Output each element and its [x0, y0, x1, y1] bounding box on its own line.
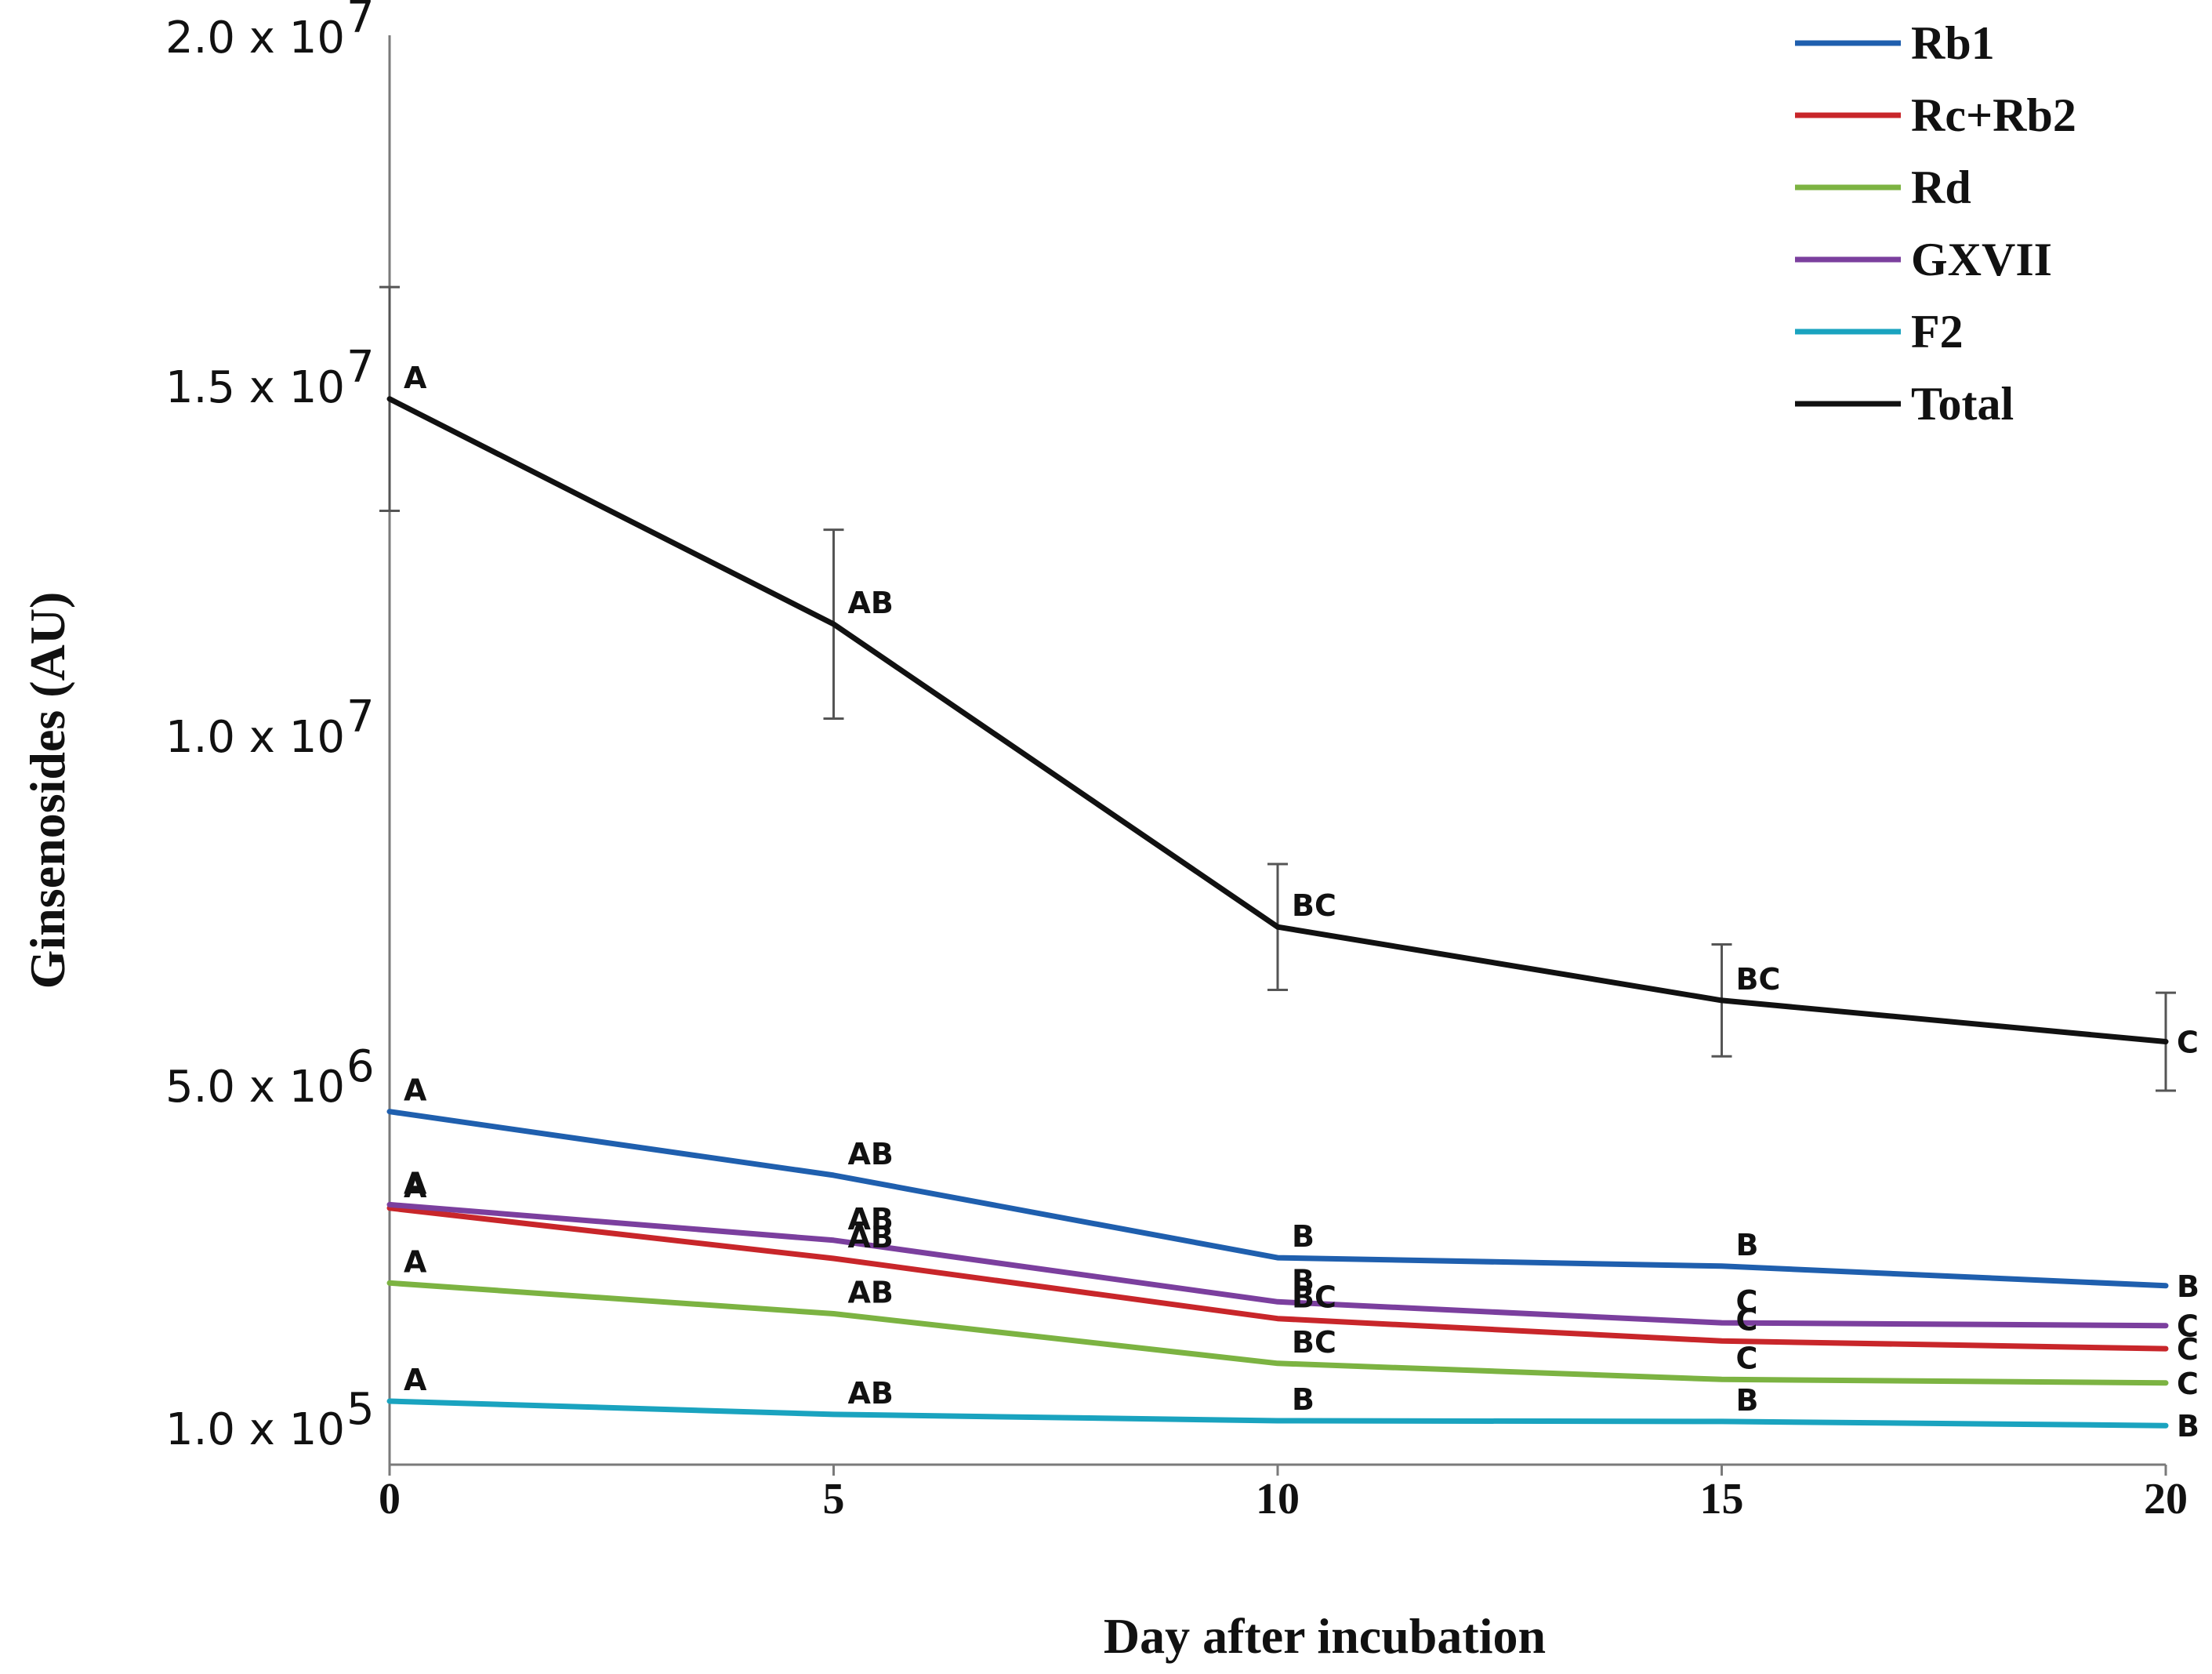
series-line-f2	[386, 1398, 2169, 1429]
significance-label: C	[2177, 1309, 2199, 1344]
significance-label: B	[2177, 1269, 2199, 1304]
significance-label: BC	[1736, 962, 1781, 997]
significance-label: B	[1736, 1383, 1759, 1418]
x-tick-label: 10	[1256, 1475, 1300, 1523]
y-tick-label: 1.0 x 10	[165, 712, 345, 763]
series-line-total	[386, 396, 2169, 1044]
y-tick-exponent: 7	[346, 342, 375, 393]
series-line-rd	[386, 1280, 2169, 1386]
y-tick-label: 5.0 x 10	[165, 1062, 345, 1113]
significance-label: B	[1292, 1219, 1315, 1254]
significance-label: A	[404, 1166, 427, 1200]
significance-label: AB	[848, 1202, 894, 1236]
legend-label: GXVII	[1911, 234, 2052, 285]
significance-label: A	[404, 1244, 427, 1279]
significance-label: A	[404, 1363, 427, 1397]
significance-label: C	[2177, 1367, 2199, 1401]
y-tick-label: 1.0 x 10	[165, 1404, 345, 1455]
y-axis-title: Ginsenosides (AU)	[20, 592, 75, 990]
series-line-gxvii	[386, 1201, 2169, 1329]
x-tick-label: 15	[1700, 1475, 1744, 1523]
significance-label: AB	[848, 586, 894, 620]
significance-label: BC	[1292, 1325, 1336, 1360]
significance-label: A	[404, 361, 427, 395]
significance-label: BC	[1292, 1280, 1336, 1315]
significance-label: B	[1292, 1263, 1315, 1298]
significance-label: C	[1736, 1284, 1758, 1319]
significance-label: C	[2177, 1332, 2199, 1367]
x-tick-label: 20	[2144, 1475, 2188, 1523]
x-axis-title: Day after incubation	[1104, 1608, 1546, 1664]
legend-label: Total	[1911, 378, 2014, 430]
significance-label: C	[2177, 1026, 2199, 1060]
legend-label: F2	[1911, 306, 1964, 358]
y-tick-exponent: 7	[346, 692, 375, 743]
series-lines	[386, 396, 2169, 1429]
significance-label: C	[1736, 1341, 1758, 1375]
axes	[388, 35, 2167, 1476]
error-bars	[379, 285, 2176, 1092]
significance-label: BC	[1292, 888, 1336, 923]
significance-label: C	[1736, 1302, 1758, 1337]
significance-label: B	[2177, 1409, 2199, 1443]
significance-label: A	[404, 1170, 427, 1204]
significance-label: AB	[848, 1137, 894, 1171]
significance-label: B	[1736, 1228, 1759, 1262]
legend-label: Rb1	[1911, 17, 1995, 69]
y-tick-exponent: 6	[346, 1041, 375, 1092]
legend: Rb1 Rc+Rb2 Rd GXVII F2 Total	[1795, 17, 2076, 430]
series-line-rc-rb2	[386, 1205, 2169, 1352]
tick-labels: 0 5 10 15 201.0 x 10 55.0 x 10 61.0 x 10 71.5 x…	[165, 0, 2188, 1523]
legend-label: Rd	[1911, 162, 1971, 213]
axis-titles: Day after incubation Ginsenosides (AU)	[20, 592, 1546, 1664]
significance-label: B	[1292, 1382, 1315, 1417]
legend-label: Rc+Rb2	[1911, 89, 2076, 141]
y-tick-exponent: 7	[346, 0, 375, 43]
significance-label: A	[404, 1073, 427, 1108]
significance-label: AB	[848, 1220, 894, 1255]
y-tick-label: 1.5 x 10	[165, 362, 345, 413]
significance-label: AB	[848, 1376, 894, 1411]
significance-label: AB	[848, 1276, 894, 1310]
x-tick-label: 5	[823, 1475, 845, 1523]
y-tick-label: 2.0 x 10	[165, 13, 345, 64]
y-tick-exponent: 5	[346, 1384, 375, 1435]
x-tick-label: 0	[379, 1475, 401, 1523]
series-line-rb1	[386, 1109, 2169, 1289]
